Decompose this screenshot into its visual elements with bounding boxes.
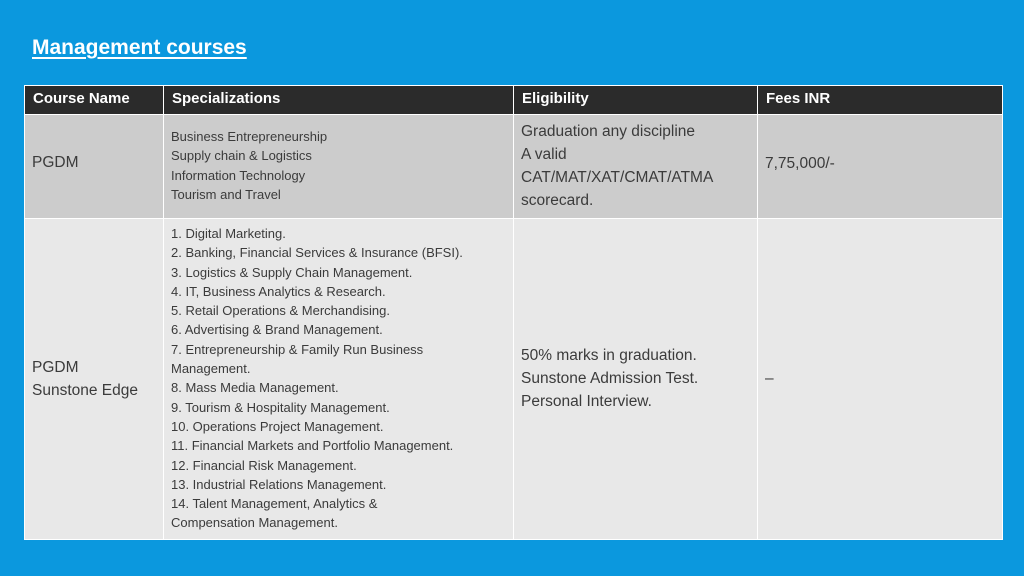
specialization-item: Information Technology bbox=[171, 167, 306, 183]
fees-cell: 7,75,000/- bbox=[757, 114, 1003, 219]
specialization-item: 3. Logistics & Supply Chain Management. bbox=[171, 264, 413, 280]
courses-table: Course Name Specializations Eligibility … bbox=[24, 85, 1003, 540]
course-name-cell: PGDM bbox=[24, 114, 164, 219]
slide-title: Management courses bbox=[32, 36, 247, 59]
course-name-cell: PGDM Sunstone Edge bbox=[24, 218, 164, 540]
eligibility-line: Sunstone Admission Test. bbox=[521, 370, 699, 388]
eligibility-cell: Graduation any discipline A valid CAT/MA… bbox=[513, 114, 758, 219]
eligibility-line: Personal Interview. bbox=[521, 393, 652, 411]
header-specializations: Specializations bbox=[163, 85, 514, 115]
eligibility-cell: 50% marks in graduation. Sunstone Admiss… bbox=[513, 218, 758, 540]
specialization-item: 11. Financial Markets and Portfolio Mana… bbox=[171, 438, 454, 454]
specialization-item: 9. Tourism & Hospitality Management. bbox=[171, 399, 390, 415]
fees-value: 7,75,000/- bbox=[765, 155, 835, 172]
specialization-item: 14. Talent Management, Analytics & bbox=[171, 496, 378, 512]
fees-cell: – bbox=[757, 218, 1003, 540]
specialization-item: 12. Financial Risk Management. bbox=[171, 457, 357, 473]
table-header-row: Course Name Specializations Eligibility … bbox=[24, 85, 1003, 115]
course-name-suffix: Sunstone Edge bbox=[32, 381, 139, 399]
specialization-item: 4. IT, Business Analytics & Research. bbox=[171, 283, 386, 299]
specialization-item: 1. Digital Marketing. bbox=[171, 226, 286, 241]
header-eligibility: Eligibility bbox=[513, 85, 758, 115]
specialization-item: 10. Operations Project Management. bbox=[171, 418, 384, 434]
eligibility-line: scorecard. bbox=[521, 192, 594, 209]
table-row: PGDM Sunstone Edge 1. Digital Marketing.… bbox=[24, 218, 1003, 540]
specialization-item: Supply chain & Logistics bbox=[171, 148, 312, 164]
specialization-item: 6. Advertising & Brand Management. bbox=[171, 322, 383, 338]
eligibility-line: Graduation any discipline bbox=[521, 123, 696, 140]
specializations-cell: 1. Digital Marketing. 2. Banking, Financ… bbox=[163, 218, 514, 540]
specialization-item: 5. Retail Operations & Merchandising. bbox=[171, 303, 390, 319]
specialization-item: 13. Industrial Relations Management. bbox=[171, 476, 387, 492]
fees-value: – bbox=[765, 370, 774, 388]
course-name: PGDM bbox=[32, 154, 79, 171]
specialization-item: Tourism and Travel bbox=[171, 186, 281, 202]
specialization-item: 2. Banking, Financial Services & Insuran… bbox=[171, 245, 463, 261]
eligibility-line: 50% marks in graduation. bbox=[521, 347, 697, 365]
table-row: PGDM Business Entrepreneurship Supply ch… bbox=[24, 114, 1003, 219]
eligibility-line: A valid bbox=[521, 146, 567, 163]
eligibility-line: CAT/MAT/XAT/CMAT/ATMA bbox=[521, 169, 714, 186]
specialization-item: Business Entrepreneurship bbox=[171, 129, 328, 144]
course-name: PGDM bbox=[32, 358, 79, 376]
header-fees: Fees INR bbox=[757, 85, 1003, 115]
header-course-name: Course Name bbox=[24, 85, 164, 115]
specialization-item: 7. Entrepreneurship & Family Run Busines… bbox=[171, 341, 424, 357]
specialization-item: Compensation Management. bbox=[171, 515, 338, 531]
specializations-cell: Business Entrepreneurship Supply chain &… bbox=[163, 114, 514, 219]
specialization-item: 8. Mass Media Management. bbox=[171, 380, 339, 396]
specialization-item: Management. bbox=[171, 361, 251, 377]
